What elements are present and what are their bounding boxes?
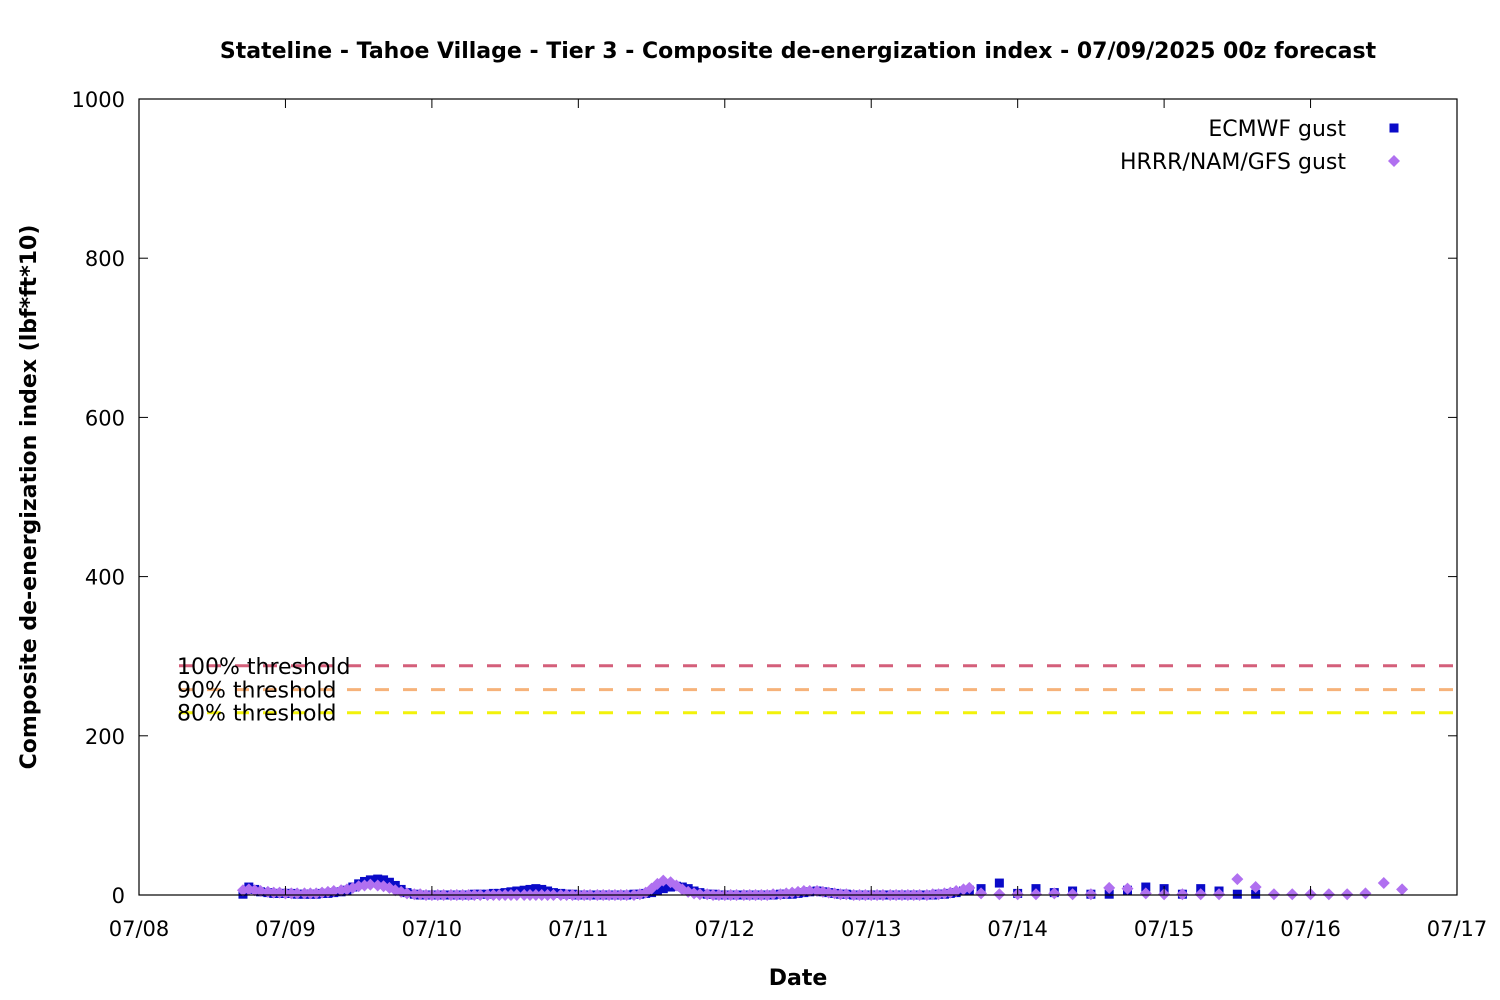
plot-frame [138, 98, 1458, 896]
y-tick-label: 200 [85, 725, 125, 749]
data-point [291, 887, 304, 900]
y-tick-label: 0 [112, 884, 125, 908]
threshold-label: 100% threshold [177, 655, 351, 680]
x-tick-label: 07/09 [255, 917, 316, 941]
x-tick-label: 07/10 [402, 917, 463, 941]
data-point [1377, 877, 1390, 890]
data-point [994, 878, 1004, 888]
data-point [364, 878, 377, 891]
data-point [373, 874, 383, 884]
x-tick-label: 07/16 [1280, 917, 1341, 941]
data-point [1103, 881, 1116, 894]
legend-label: HRRR/NAM/GFS gust [1120, 150, 1346, 175]
y-axis-label: Composite de-energization index (lbf*ft*… [17, 225, 42, 770]
data-point [1267, 888, 1280, 901]
data-point [803, 885, 816, 898]
x-tick-label: 07/15 [1134, 917, 1195, 941]
data-point [1231, 873, 1244, 886]
x-tick-label: 07/11 [548, 917, 609, 941]
threshold-label: 90% threshold [177, 679, 337, 704]
y-tick-label: 1000 [72, 88, 125, 112]
data-point [963, 881, 976, 894]
legend-marker [1389, 123, 1399, 133]
data-point [1048, 887, 1061, 900]
data-point [1084, 888, 1097, 901]
data-point [1232, 889, 1242, 899]
data-point [1286, 888, 1299, 901]
data-point [1213, 888, 1226, 901]
data-point [1141, 882, 1151, 892]
y-tick-label: 600 [85, 406, 125, 430]
data-point [1104, 889, 1114, 899]
axis-ticks: 0 200 400 600 800 1000 07/08 07/09 07/10 07/11 07/… [72, 88, 1488, 941]
data-point [1029, 888, 1042, 901]
legend: ECMWF gust HRRR/NAM/GFS gust [1120, 117, 1400, 175]
data-point [1176, 888, 1189, 901]
x-tick-label: 07/12 [695, 917, 756, 941]
data-point [840, 888, 853, 901]
data-point [993, 888, 1006, 901]
y-tick-label: 800 [85, 247, 125, 271]
legend-marker [1388, 155, 1400, 167]
y-tick-label: 400 [85, 566, 125, 590]
x-tick-label: 07/14 [987, 917, 1048, 941]
threshold-label: 80% threshold [177, 702, 337, 727]
data-point [1359, 887, 1372, 900]
data-point [652, 886, 662, 896]
data-point [1121, 882, 1134, 895]
x-tick-label: 07/13 [841, 917, 902, 941]
data-point [1396, 883, 1409, 896]
data-point [379, 875, 389, 885]
chart-title: Stateline - Tahoe Village - Tier 3 - Com… [220, 39, 1377, 64]
data-point [1251, 889, 1261, 899]
data-point [1139, 887, 1152, 900]
data-point [658, 884, 668, 894]
legend-label: ECMWF gust [1208, 117, 1346, 142]
data-point [767, 888, 780, 901]
data-point [1066, 888, 1079, 901]
x-tick-label: 07/08 [109, 917, 170, 941]
data-point [1194, 888, 1207, 901]
data-point [531, 884, 541, 894]
data-point [400, 887, 413, 900]
data-point [1322, 888, 1335, 901]
data-point [1249, 881, 1262, 894]
data-point [1341, 888, 1354, 901]
data-point [327, 885, 340, 898]
data-point [254, 885, 267, 898]
data-point [693, 888, 706, 901]
data-point [975, 887, 988, 900]
x-tick-label: 07/17 [1427, 917, 1488, 941]
x-axis-label: Date [769, 966, 828, 991]
